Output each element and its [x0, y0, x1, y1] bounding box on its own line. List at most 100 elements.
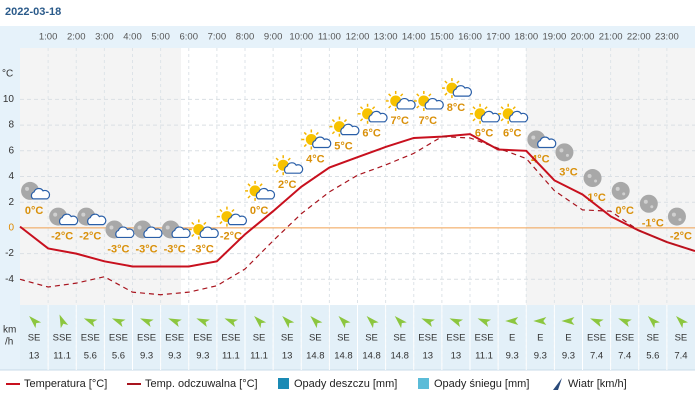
legend-label: Opady deszczu [mm] [294, 378, 397, 390]
sun-ray [303, 143, 307, 148]
wind-arrow [111, 318, 126, 327]
sun-ray [388, 105, 392, 109]
y-tick-label: -4 [5, 274, 14, 285]
hour-label: 5:00 [151, 32, 170, 43]
sun-ray [275, 169, 279, 173]
wind-direction: SE [309, 333, 322, 344]
moon-spot [165, 225, 170, 230]
wind-arrow [366, 316, 379, 329]
temp-label: -2°C [51, 231, 73, 243]
sun-ray [456, 80, 460, 84]
cloud [340, 123, 360, 136]
wind-speed: 11.1 [222, 351, 240, 362]
sun-ray [444, 92, 448, 96]
date-title: 2022-03-18 [5, 6, 61, 18]
sun-ray [472, 118, 476, 122]
moon-spot [559, 148, 564, 153]
weather-icon [470, 103, 501, 124]
wind-direction: SE [675, 333, 688, 344]
temp-label: 0°C [25, 205, 44, 217]
hour-label: 15:00 [430, 32, 454, 43]
wind-arrow [196, 318, 210, 327]
temp-label: 4°C [531, 153, 550, 165]
wind-speed: 11.1 [53, 351, 71, 362]
temperature-line [19, 136, 695, 296]
sun-ray [400, 93, 404, 97]
sun-ray [500, 118, 504, 122]
wind-speed: 13 [282, 351, 293, 362]
hour-label: 16:00 [458, 32, 482, 43]
temp-label: -3°C [136, 243, 158, 255]
moon-spot [615, 186, 620, 191]
wind-arrow [477, 318, 492, 327]
sun-ray [472, 106, 476, 110]
legend-label: Temperatura [°C] [24, 378, 107, 390]
temp-label: 0°C [250, 205, 269, 217]
hour-label: 9:00 [264, 32, 283, 43]
weather-icon [77, 207, 107, 226]
wind-unit: km [3, 325, 16, 336]
sun-ray [275, 157, 279, 161]
temp-label: 6°C [475, 128, 494, 140]
temp-label: 0°C [615, 205, 634, 217]
moon-spot [25, 186, 30, 191]
sun-ray [315, 131, 319, 136]
sun-ray [219, 208, 223, 213]
sun-ray [359, 106, 364, 110]
temp-label: 3°C [559, 166, 578, 178]
hour-label: 10:00 [289, 32, 313, 43]
sun-ray [416, 105, 420, 109]
moon-spot [671, 212, 676, 217]
wind-direction: SE [365, 333, 378, 344]
wind-speed: 13 [423, 351, 434, 362]
moon-spot [109, 225, 114, 230]
sun-ray [203, 221, 207, 226]
wind-speed: 9.3 [196, 351, 209, 362]
cloud [537, 136, 557, 149]
wind-arrow [394, 316, 407, 329]
weather-icon [583, 169, 602, 188]
moon [611, 181, 630, 200]
cloud [58, 213, 79, 226]
hour-label: 2:00 [67, 32, 86, 43]
temp-label: -2°C [220, 231, 242, 243]
sun-ray [500, 106, 504, 110]
wind-direction: ESE [587, 333, 606, 344]
wind-arrow [224, 318, 239, 327]
wind-speed: 14.8 [362, 351, 381, 362]
temp-label: 5°C [334, 141, 353, 153]
y-tick-label: 6 [8, 145, 14, 156]
weather-icon [498, 103, 529, 124]
temp-label: -3°C [192, 243, 214, 255]
cloud [480, 110, 501, 123]
wind-direction: ESE [137, 333, 156, 344]
sun-ray [247, 183, 251, 187]
weather-icon [357, 103, 388, 124]
temp-label: -2°C [79, 231, 101, 243]
moon-spot [594, 179, 598, 183]
wind-direction: ESE [446, 333, 465, 344]
wind-speed: 9.3 [562, 351, 575, 362]
wind-speed: 14.8 [334, 351, 353, 362]
weather-icon [385, 90, 416, 111]
weather-icon [245, 180, 276, 201]
wind-arrow [282, 316, 295, 329]
hour-label: 13:00 [374, 32, 398, 43]
wind-direction: SE [393, 333, 406, 344]
cloud [171, 226, 191, 239]
wind-direction: ESE [221, 333, 240, 344]
moon-spot [81, 212, 86, 217]
wind-speed: 5.6 [646, 351, 659, 362]
wind-arrow [140, 318, 154, 327]
wind-arrow [647, 316, 660, 329]
wind-speed: 7.4 [674, 351, 687, 362]
temp-label: 6°C [503, 128, 522, 140]
temp-label: -2°C [670, 231, 692, 243]
wind-direction: ESE [109, 333, 128, 344]
wind-direction: E [565, 333, 571, 344]
moon-spot [53, 212, 58, 217]
weather-icon [273, 155, 304, 176]
y-tick-label: 8 [8, 120, 14, 131]
moon-spot [622, 192, 626, 196]
